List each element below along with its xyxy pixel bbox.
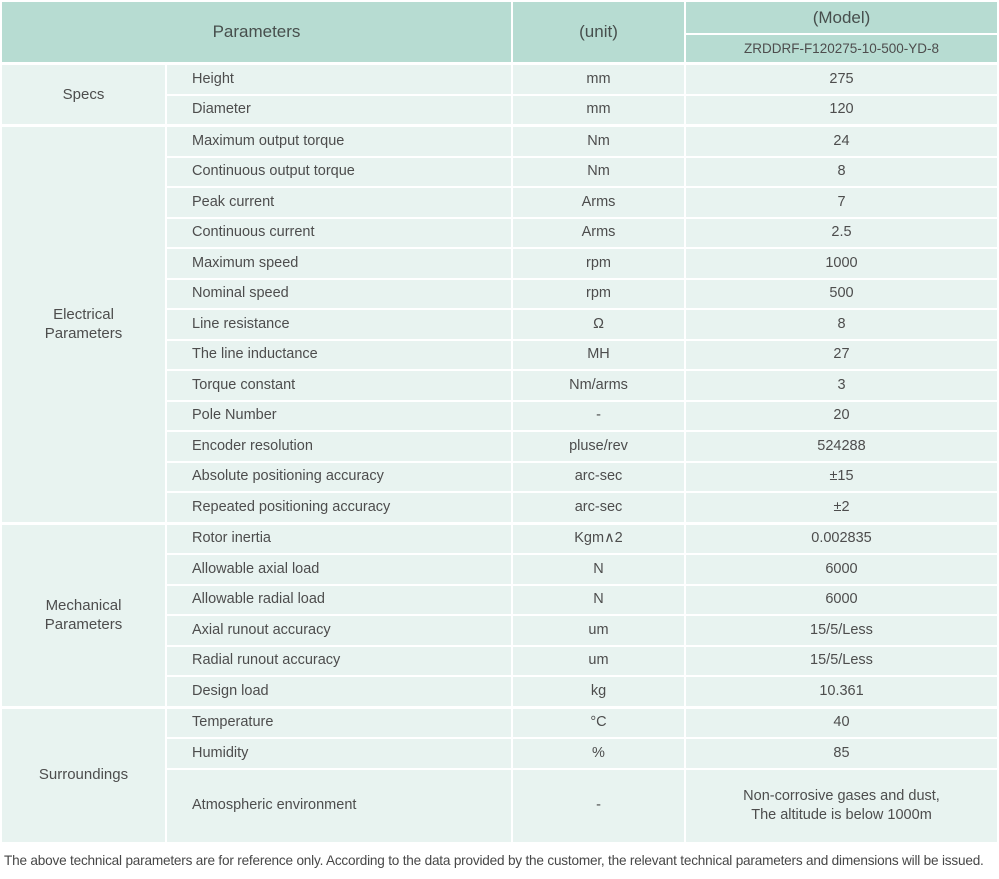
row-name-cell: Height xyxy=(167,65,511,94)
row-value-cell: ±15 xyxy=(686,462,997,491)
row-value-cell: 10.361 xyxy=(686,677,997,706)
row-name-cell: Nominal speed xyxy=(167,279,511,308)
category-cell: Surroundings xyxy=(2,708,165,842)
row-name-cell: The line inductance xyxy=(167,340,511,369)
row-unit-cell: kg xyxy=(513,677,684,706)
category-cell: Specs xyxy=(2,65,165,124)
row-unit-cell: Nm/arms xyxy=(513,371,684,400)
row-name-cell: Rotor inertia xyxy=(167,524,511,553)
row-name-cell: Torque constant xyxy=(167,371,511,400)
row-value-cell: 40 xyxy=(686,708,997,737)
row-value-cell: 6000 xyxy=(686,585,997,614)
row-unit-cell: MH xyxy=(513,340,684,369)
row-name-cell: Humidity xyxy=(167,739,511,768)
row-value-cell: 120 xyxy=(686,95,997,124)
row-value-cell: 500 xyxy=(686,279,997,308)
row-name-cell: Continuous current xyxy=(167,218,511,247)
row-value-cell: 1000 xyxy=(686,249,997,278)
section-electrical-parameters: Electrical Parameters Maximum output torq… xyxy=(2,127,997,522)
row-value-cell: 20 xyxy=(686,401,997,430)
row-name-cell: Design load xyxy=(167,677,511,706)
table-header: Parameters (unit) (Model) ZRDDRF-F120275… xyxy=(2,2,997,62)
row-unit-cell: arc-sec xyxy=(513,462,684,491)
row-value-cell: 275 xyxy=(686,65,997,94)
row-name-cell: Maximum output torque xyxy=(167,127,511,156)
row-unit-cell: rpm xyxy=(513,279,684,308)
row-name-cell: Peak current xyxy=(167,188,511,217)
row-value-cell: 6000 xyxy=(686,555,997,584)
row-name-cell: Temperature xyxy=(167,708,511,737)
row-name-cell: Axial runout accuracy xyxy=(167,616,511,645)
row-name-cell: Encoder resolution xyxy=(167,432,511,461)
row-unit-cell: Arms xyxy=(513,218,684,247)
model-label-cell: (Model) xyxy=(686,2,997,33)
row-unit-cell: % xyxy=(513,739,684,768)
row-unit-cell: N xyxy=(513,585,684,614)
row-value-cell: 15/5/Less xyxy=(686,646,997,675)
category-cell: Electrical Parameters xyxy=(2,127,165,522)
model-code-cell: ZRDDRF-F120275-10-500-YD-8 xyxy=(686,35,997,62)
table-body: Specs Height mm 275 Diameter mm 120 Electrical … xyxy=(2,65,997,842)
row-unit-cell: Nm xyxy=(513,157,684,186)
row-unit-cell: Kgm∧2 xyxy=(513,524,684,553)
row-name-cell: Repeated positioning accuracy xyxy=(167,493,511,522)
row-value-cell: ±2 xyxy=(686,493,997,522)
row-value-cell: 524288 xyxy=(686,432,997,461)
row-name-cell: Pole Number xyxy=(167,401,511,430)
row-unit-cell: Nm xyxy=(513,127,684,156)
row-value-cell: 24 xyxy=(686,127,997,156)
row-unit-cell: pluse/rev xyxy=(513,432,684,461)
row-unit-cell: °C xyxy=(513,708,684,737)
row-name-cell: Absolute positioning accuracy xyxy=(167,462,511,491)
row-name-cell: Diameter xyxy=(167,95,511,124)
row-value-cell: 7 xyxy=(686,188,997,217)
row-name-cell: Allowable radial load xyxy=(167,585,511,614)
row-name-cell: Maximum speed xyxy=(167,249,511,278)
parameters-label: Parameters xyxy=(212,22,301,41)
row-unit-cell: - xyxy=(513,769,684,842)
header-parameters-cell: Parameters xyxy=(2,2,511,62)
footnote-text: The above technical parameters are for r… xyxy=(4,852,984,868)
row-name-cell: Radial runout accuracy xyxy=(167,646,511,675)
row-unit-cell: arc-sec xyxy=(513,493,684,522)
row-unit-cell: N xyxy=(513,555,684,584)
row-value-cell: 2.5 xyxy=(686,218,997,247)
row-unit-cell: mm xyxy=(513,95,684,124)
row-unit-cell: Arms xyxy=(513,188,684,217)
header-model-cell: (Model) ZRDDRF-F120275-10-500-YD-8 xyxy=(686,2,997,62)
header-unit-cell: (unit) xyxy=(513,2,684,62)
row-name-cell: Atmospheric environment xyxy=(167,769,511,842)
row-value-cell: 8 xyxy=(686,157,997,186)
row-value-cell: 15/5/Less xyxy=(686,616,997,645)
model-label: (Model) xyxy=(812,7,871,27)
row-value-cell: 85 xyxy=(686,739,997,768)
row-unit-cell: rpm xyxy=(513,249,684,278)
row-unit-cell: mm xyxy=(513,65,684,94)
row-unit-cell: um xyxy=(513,616,684,645)
row-unit-cell: um xyxy=(513,646,684,675)
row-value-cell: 27 xyxy=(686,340,997,369)
row-unit-cell: Ω xyxy=(513,310,684,339)
row-unit-cell: - xyxy=(513,401,684,430)
unit-label: (unit) xyxy=(579,22,618,41)
model-code: ZRDDRF-F120275-10-500-YD-8 xyxy=(743,41,940,56)
section-mechanical-parameters: Mechanical Parameters Rotor inertia Kgm∧2 0… xyxy=(2,524,997,706)
section-surroundings: Surroundings Temperature °C 40 Humidity% 85 At… xyxy=(2,708,997,842)
section-specs: Specs Height mm 275 Diameter mm 120 xyxy=(2,65,997,124)
row-value-cell: 0.002835 xyxy=(686,524,997,553)
row-name-cell: Line resistance xyxy=(167,310,511,339)
row-value-cell: 3 xyxy=(686,371,997,400)
category-cell: Mechanical Parameters xyxy=(2,524,165,706)
row-name-cell: Allowable axial load xyxy=(167,555,511,584)
row-value-cell: 8 xyxy=(686,310,997,339)
row-value-cell: Non-corrosive gases and dust, The altitu… xyxy=(686,769,997,842)
row-name-cell: Continuous output torque xyxy=(167,157,511,186)
